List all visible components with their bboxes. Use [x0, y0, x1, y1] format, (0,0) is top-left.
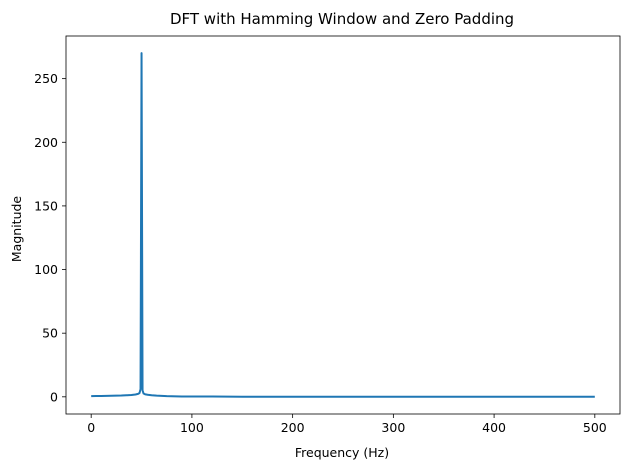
x-axis-ticks: 0 100 200 300 400 500 — [87, 414, 607, 435]
y-tick-label: 50 — [42, 326, 58, 341]
chart-title: DFT with Hamming Window and Zero Padding — [170, 10, 514, 28]
y-tick-label: 250 — [34, 71, 58, 86]
y-tick-label: 150 — [34, 198, 58, 213]
y-tick-label: 100 — [34, 262, 58, 277]
y-tick-label: 200 — [34, 135, 58, 150]
y-axis-ticks: 0 50 100 150 200 250 — [34, 71, 66, 404]
x-tick-label: 200 — [281, 420, 305, 435]
y-axis-label: Magnitude — [9, 196, 24, 263]
x-tick-label: 0 — [87, 420, 95, 435]
x-tick-label: 400 — [482, 420, 506, 435]
y-tick-label: 0 — [50, 389, 58, 404]
x-axis-label: Frequency (Hz) — [295, 445, 389, 460]
axes-frame — [65, 35, 621, 415]
x-tick-label: 300 — [381, 420, 405, 435]
series-line — [91, 52, 595, 398]
x-tick-label: 500 — [583, 420, 607, 435]
x-tick-label: 100 — [180, 420, 204, 435]
